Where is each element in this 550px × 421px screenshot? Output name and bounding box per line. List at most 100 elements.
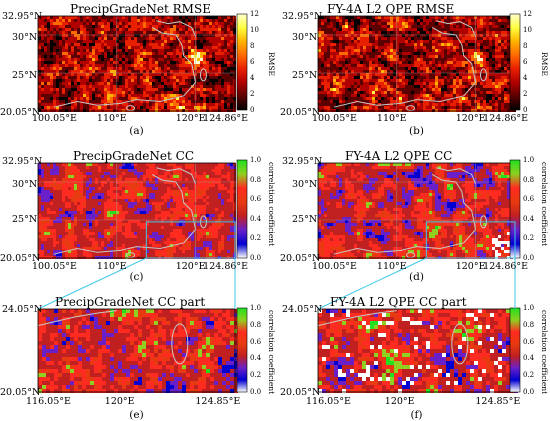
colorbar-tick-a-5: 2 [250,90,255,98]
colorbar-tick-e-3: 0.4 [250,354,262,363]
colorbar-tick-f-0: 1.0 [523,304,535,312]
colorbar-tick-e-4: 0.2 [250,371,262,380]
panel-c [37,159,248,259]
lat-label-bottom-a: 20.05°N [0,107,41,118]
map-field-e [38,309,238,393]
lon-label-e-1: 120°E [104,396,135,407]
lon-label-b-1: 110°E [376,113,407,124]
lat-label-a-1: 25°N [12,70,38,81]
panel-title-f: FY-4A L2 QPE CC part [330,295,467,309]
map-frame-a [37,15,236,112]
colorbar-tick-d-5: 0.0 [523,254,535,262]
panel-title-a: PrecipGradeNet RMSE [70,2,211,16]
colorbar-tick-d-1: 0.8 [523,175,535,184]
map-field-c [38,163,236,259]
panel-b [317,13,521,112]
map-frame-c [37,162,236,259]
colorbar-tick-f-5: 0.0 [523,388,535,396]
colorbar-tick-c-0: 1.0 [250,156,262,164]
colorbar-tick-c-4: 0.2 [250,234,262,243]
panel-label-f: (f) [410,409,423,421]
colorbar-tick-a-0: 12 [250,10,259,18]
map-field-f [318,309,518,393]
lat-label-bottom-c: 20.05°N [0,253,41,264]
lon-label-c-0: 100.05°E [32,261,77,272]
panel-label-e: (e) [129,409,144,421]
boundary-lines-b [333,20,487,112]
lat-label-top-d: 32.95°N [282,156,323,167]
boundary-lines-e [37,310,189,365]
colorbar-tick-b-1: 10 [523,26,532,34]
lon-label-a-1: 110°E [96,113,127,124]
map-field-b [318,16,516,112]
lat-label-d-0: 30°N [292,179,318,190]
lon-label-e-2: 124.85°E [195,396,241,407]
colorbar-tick-f-4: 0.2 [523,371,535,380]
lat-label-top-b: 32.95°N [282,11,323,22]
panel-label-a: (a) [129,125,144,137]
colorbar-tick-c-2: 0.6 [250,195,262,204]
lon-label-f-2: 124.85°E [475,396,521,407]
lon-label-b-0: 100.05°E [312,113,357,124]
colorbar-c [236,159,248,259]
panel-e [37,307,248,393]
colorbar-tick-a-4: 4 [250,74,255,82]
colorbar-tick-e-1: 0.8 [250,320,262,329]
lat-label-bottom-b: 20.05°N [280,107,321,118]
gridlines-c [38,163,235,258]
colorbar-tick-a-6: 0 [250,106,255,114]
colorbar-tick-b-2: 8 [523,42,528,50]
lat-label-top-f: 24.05°N [282,304,323,315]
lat-label-bottom-f: 20.05°N [280,387,321,398]
colorbar-tick-b-4: 4 [523,74,528,82]
lon-label-d-2: 120°E [455,261,486,272]
lon-label-f-0: 116.05°E [306,396,351,407]
colorbar-tick-e-0: 1.0 [250,304,262,312]
colorbar-label-b: RMSE [540,52,549,76]
colorbar-tick-e-5: 0.0 [250,388,262,396]
colorbar-e [236,307,248,393]
colorbar-label-e: correlation coefficient [267,310,276,395]
lon-label-b-3: 124.86°E [483,113,529,124]
lon-label-c-3: 124.86°E [203,261,249,272]
lon-label-d-3: 124.86°E [483,261,529,272]
lat-label-top-c: 32.95°N [2,156,43,167]
zoom-connectors [37,221,516,310]
colorbar-tick-b-5: 2 [523,90,528,98]
panel-d [317,159,521,259]
panel-label-c: (c) [129,271,144,283]
lat-label-a-0: 30°N [12,32,38,43]
colorbar-tick-b-6: 0 [523,106,528,114]
lat-label-c-0: 30°N [12,179,38,190]
colorbar-tick-f-3: 0.4 [523,354,535,363]
lon-label-d-0: 100.05°E [312,261,357,272]
colorbar-b [509,13,521,111]
boundary-lines-f [317,310,469,365]
colorbar-tick-b-3: 6 [523,58,528,66]
colorbar-tick-f-2: 0.6 [523,337,535,346]
lon-label-c-1: 110°E [96,261,127,272]
lon-label-a-0: 100.05°E [32,113,77,124]
colorbar-tick-c-3: 0.4 [250,214,262,223]
lon-label-d-1: 110°E [376,261,407,272]
colorbar-tick-d-3: 0.4 [523,214,535,223]
lat-label-b-0: 30°N [292,32,318,43]
colorbar-tick-c-5: 0.0 [250,254,262,262]
colorbar-tick-a-2: 8 [250,42,255,50]
panel-label-b: (b) [409,125,424,137]
colorbar-tick-a-1: 10 [250,26,259,34]
lon-label-b-2: 120°E [455,113,486,124]
lat-label-c-1: 25°N [12,214,38,225]
colorbar-tick-d-0: 1.0 [523,156,535,164]
lon-label-f-1: 120°E [384,396,415,407]
panel-a [37,13,248,112]
colorbar-tick-d-2: 0.6 [523,195,535,204]
lat-label-top-e: 24.05°N [2,304,43,315]
panel-title-e: PrecipGradeNet CC part [55,295,206,309]
lon-label-e-0: 116.05°E [26,396,71,407]
map-frame-e [37,308,236,393]
lat-label-d-1: 25°N [292,214,318,225]
lon-label-a-3: 124.86°E [203,113,249,124]
